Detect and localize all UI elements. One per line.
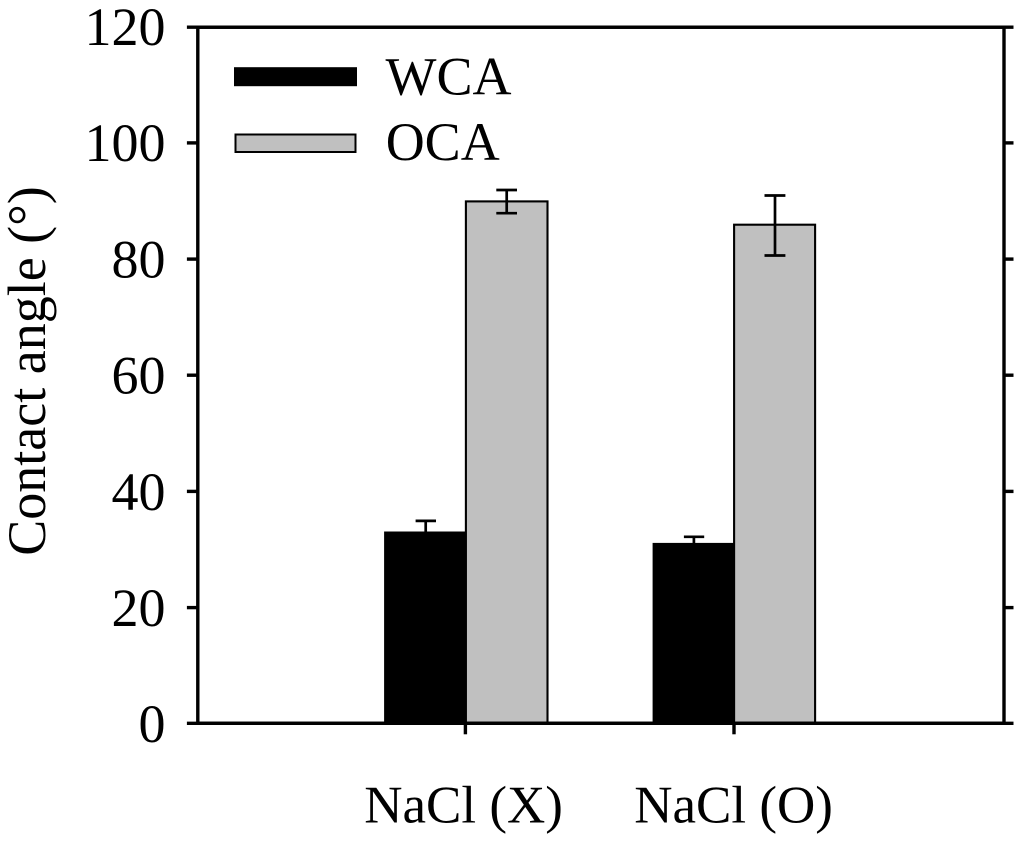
svg-text:Contact angle (°): Contact angle (°) (0, 186, 57, 555)
svg-text:WCA: WCA (386, 47, 512, 107)
svg-text:120: 120 (85, 0, 166, 57)
svg-text:40: 40 (112, 462, 166, 522)
svg-text:60: 60 (112, 346, 166, 406)
svg-text:20: 20 (112, 578, 166, 638)
svg-text:NaCl (O): NaCl (O) (634, 776, 833, 834)
svg-text:OCA: OCA (386, 112, 500, 172)
svg-text:100: 100 (85, 113, 166, 173)
svg-text:NaCl (X): NaCl (X) (364, 776, 563, 834)
svg-text:0: 0 (139, 694, 166, 754)
svg-text:80: 80 (112, 229, 166, 289)
